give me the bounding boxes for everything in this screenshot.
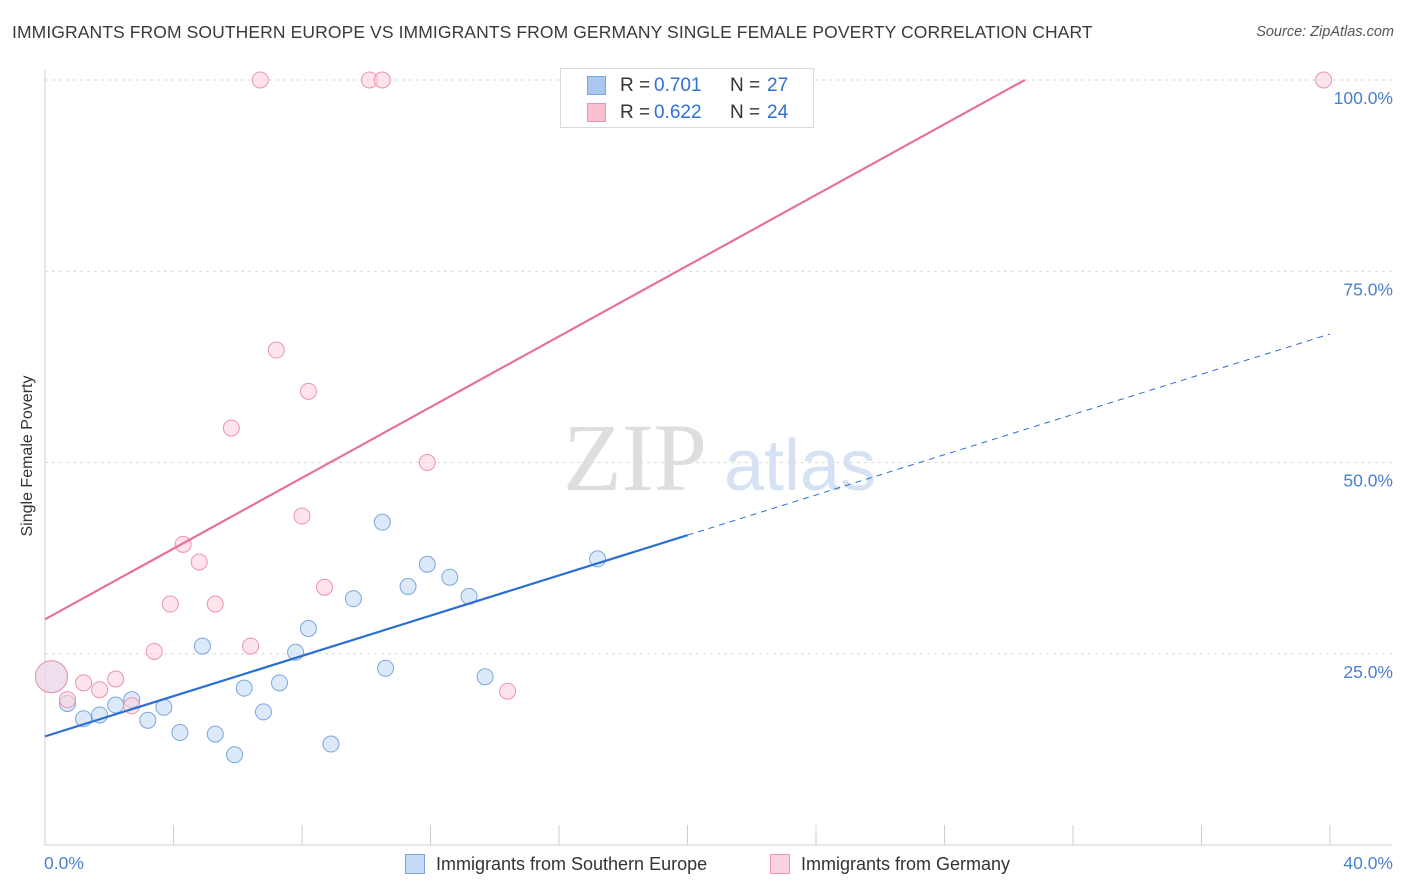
- legend-n-value: 24: [767, 102, 789, 123]
- data-point: [251, 71, 269, 89]
- data-point: [193, 637, 211, 655]
- legend-n-label: N =: [730, 75, 761, 96]
- y-tick-label: 25.0%: [1343, 662, 1393, 682]
- data-point: [315, 578, 333, 596]
- series-southern-europe: [34, 513, 607, 764]
- data-point: [373, 513, 391, 531]
- data-point: [226, 746, 244, 764]
- data-point: [476, 668, 494, 686]
- stats-legend: R = 0.701 N = 27 R = 0.622 N = 24: [560, 68, 814, 128]
- series-germany: [34, 71, 1333, 715]
- bottom-legend-swatch-southern-europe: [405, 854, 425, 874]
- bottom-legend-label: Immigrants from Southern Europe: [436, 853, 708, 874]
- legend-r-value: 0.701: [654, 75, 702, 96]
- trend-lines: [44, 79, 1331, 738]
- data-point: [190, 553, 208, 571]
- bottom-legend-label: Immigrants from Germany: [801, 853, 1011, 874]
- watermark-atlas: atlas: [724, 426, 876, 506]
- data-point: [441, 568, 459, 586]
- data-point: [344, 590, 362, 608]
- data-point: [107, 670, 125, 688]
- data-point: [161, 595, 179, 613]
- data-point: [75, 674, 93, 692]
- legend-r-label: R =: [620, 102, 651, 123]
- data-point: [418, 555, 436, 573]
- data-point: [293, 507, 311, 525]
- trend-line-extension: [687, 333, 1331, 536]
- y-tick-label: 100.0%: [1334, 88, 1393, 108]
- data-point: [139, 711, 157, 729]
- data-point: [254, 703, 272, 721]
- data-point: [242, 637, 260, 655]
- legend-r-label: R =: [620, 75, 651, 96]
- data-point: [418, 454, 436, 471]
- data-point: [1315, 71, 1333, 89]
- trend-line: [44, 79, 1026, 621]
- data-point: [399, 577, 417, 595]
- trend-line: [44, 534, 688, 738]
- y-tick-label: 75.0%: [1343, 279, 1393, 299]
- data-point: [373, 71, 391, 89]
- axes: [44, 70, 1392, 846]
- bottom-legend-southern-europe[interactable]: Immigrants from Southern Europe: [405, 852, 707, 876]
- legend-n-value: 27: [767, 75, 789, 96]
- legend-swatch-southern-europe: [587, 76, 606, 95]
- chart-title: IMMIGRANTS FROM SOUTHERN EUROPE VS IMMIG…: [12, 22, 1093, 42]
- data-point: [206, 595, 224, 613]
- tick-labels: 25.0% 50.0% 75.0% 100.0% 0.0% 40.0%: [44, 88, 1393, 873]
- data-point: [222, 419, 240, 437]
- data-point: [299, 382, 317, 400]
- data-point: [299, 620, 317, 638]
- data-point: [171, 724, 189, 742]
- data-point: [322, 735, 340, 753]
- legend-r-value: 0.622: [654, 102, 702, 123]
- x-tick-label: 40.0%: [1343, 853, 1393, 873]
- legend-n-label: N =: [730, 102, 761, 123]
- data-points: [34, 71, 1333, 764]
- watermark-zip: ZIP: [563, 404, 707, 511]
- bottom-legend-germany[interactable]: Immigrants from Germany: [770, 852, 1010, 876]
- data-point: [58, 691, 76, 709]
- data-point: [267, 341, 285, 359]
- source-label: Source: ZipAtlas.com: [1256, 24, 1394, 40]
- data-point: [377, 659, 395, 677]
- data-point: [145, 642, 163, 660]
- data-point: [235, 679, 253, 697]
- data-point: [34, 660, 68, 694]
- data-point: [206, 725, 224, 743]
- data-point: [91, 681, 109, 699]
- grid-lines: [45, 79, 1392, 655]
- data-point: [271, 674, 289, 692]
- y-tick-label: 50.0%: [1343, 471, 1393, 491]
- watermark: ZIP atlas: [563, 404, 876, 511]
- x-tick-label: 0.0%: [44, 853, 84, 873]
- bottom-legend-swatch-germany: [770, 854, 790, 874]
- data-point: [499, 682, 517, 700]
- data-point: [107, 696, 125, 714]
- legend-swatch-germany: [587, 103, 606, 122]
